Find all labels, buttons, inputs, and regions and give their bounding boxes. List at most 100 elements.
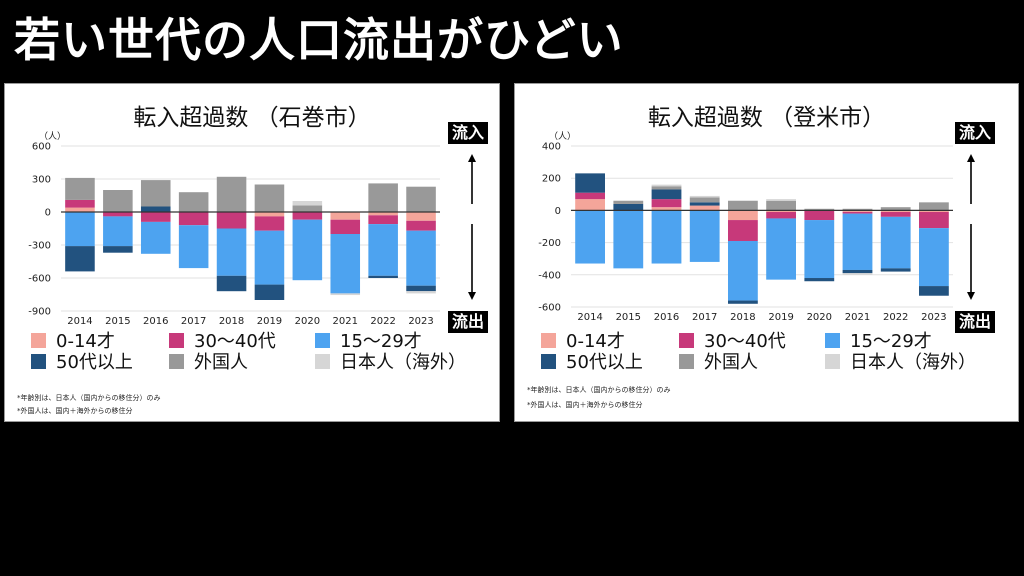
bar-segment (842, 210, 873, 213)
bar-segment (292, 205, 323, 212)
y-tick-label: 300 (32, 175, 51, 186)
bar-segment (406, 220, 436, 231)
bar-segment (330, 293, 361, 296)
legend-label: 0-14才 (566, 331, 625, 352)
x-tick-label: 2023 (408, 316, 433, 327)
legend-swatch (679, 354, 694, 369)
bar-segment (651, 210, 682, 264)
chart-title: 転入超過数 （登米市） (647, 105, 886, 131)
bar-segment (140, 180, 171, 207)
x-tick-label: 2020 (295, 316, 320, 327)
bar-segment (65, 246, 95, 272)
bar-segment (216, 228, 247, 276)
y-tick-label: -600 (28, 274, 51, 285)
legend-item: 15〜29才 (315, 332, 422, 352)
bar-segment (651, 189, 682, 200)
x-tick-label: 2015 (105, 316, 130, 327)
bar-segment (728, 300, 758, 304)
bar-segment (575, 210, 605, 264)
legend-swatch (541, 333, 556, 348)
legend-label: 30〜40代 (194, 331, 276, 352)
bar-segment (766, 199, 796, 201)
x-tick-label: 2014 (577, 312, 602, 323)
legend-label: 50代以上 (566, 352, 643, 373)
bar-segment (254, 212, 285, 217)
bar-segment (330, 219, 361, 234)
footnote: *年齢別は、日本人（国内からの移住分）のみ (17, 394, 161, 402)
y-tick-label: 200 (542, 174, 561, 185)
legend-item: 日本人（海外） (825, 353, 976, 373)
bar-segment (842, 212, 873, 214)
bar-segment (689, 210, 720, 262)
bar-segment (178, 212, 209, 226)
bar-segment (330, 234, 361, 294)
footnote: *外国人は、国内＋海外からの移住分 (527, 401, 643, 409)
legend-item: 30〜40代 (169, 332, 276, 352)
legend-swatch (679, 333, 694, 348)
legend-label: 30〜40代 (704, 331, 786, 352)
bar-segment (804, 210, 835, 221)
bar-segment (406, 291, 436, 294)
bar-segment (689, 197, 720, 203)
x-tick-label: 2021 (333, 316, 358, 327)
bar-segment (292, 212, 323, 220)
stacked-bar-chart-ishinomaki: （人）600 300 0 -300 -600 -900 2014 2015 2016 2017 20… (28, 131, 476, 327)
y-tick-label: -600 (538, 303, 561, 314)
bar-segment (406, 186, 436, 212)
bar-segment (254, 230, 285, 285)
bar-segment (65, 207, 95, 212)
bar-segment (728, 200, 758, 211)
chart-panel-ishinomaki: 転入超過数 （石巻市） （人） 600 300 0 -300 -600 -900 2014 20… (4, 83, 500, 422)
bar-segment (65, 177, 95, 200)
bar-segment (368, 215, 398, 225)
bar-segment (842, 269, 873, 274)
bar-segment (728, 220, 758, 241)
x-tick-label: 2019 (768, 312, 793, 323)
bar-segment (575, 192, 605, 200)
axis-unit-label: （人） (39, 131, 66, 142)
bar-segment (406, 212, 436, 221)
bar-segment (406, 285, 436, 292)
bar-segment (178, 225, 209, 269)
y-tick-label: -200 (538, 238, 561, 249)
legend-item: 外国人 (679, 353, 758, 373)
legend-item: 50代以上 (541, 353, 643, 373)
inflow-label: 流入 (955, 122, 996, 144)
bar-segment (842, 273, 873, 275)
bar-segment (65, 212, 95, 247)
bar-segment (406, 230, 436, 286)
bar-segment (292, 219, 323, 281)
legend-swatch (31, 354, 46, 369)
bottom-blank-area (0, 428, 1024, 576)
legend-label: 日本人（海外） (340, 352, 466, 373)
legend-item: 15〜29才 (825, 332, 932, 352)
bar-segment (880, 212, 911, 217)
bar-segment (842, 213, 873, 270)
bar-segment (842, 208, 873, 211)
x-tick-label: 2017 (692, 312, 717, 323)
x-tick-label: 2016 (143, 316, 168, 327)
legend-swatch (169, 354, 184, 369)
legend-label: 日本人（海外） (850, 352, 976, 373)
bar-segment (651, 199, 682, 208)
legend-label: 15〜29才 (850, 331, 932, 352)
x-tick-label: 2016 (654, 312, 679, 323)
y-tick-label: -900 (28, 307, 51, 318)
bar-segment (919, 212, 949, 229)
legend-item: 30〜40代 (679, 332, 786, 352)
bar-segment (103, 190, 133, 212)
y-tick-label: -300 (28, 241, 51, 252)
bar-segment (575, 173, 605, 193)
legend-label: 15〜29才 (340, 331, 422, 352)
y-tick-label: -400 (538, 270, 561, 281)
footnote: *年齢別は、日本人（国内からの移住分）のみ (527, 386, 671, 394)
bar-segment (368, 275, 398, 278)
bar-segment (804, 278, 835, 282)
legend-swatch (825, 354, 840, 369)
bar-segment (292, 201, 323, 206)
bar-segment (575, 199, 605, 211)
bar-segment (216, 176, 247, 212)
legend-label: 外国人 (704, 352, 758, 373)
bar-segment (103, 212, 133, 217)
legend-label: 50代以上 (56, 352, 133, 373)
